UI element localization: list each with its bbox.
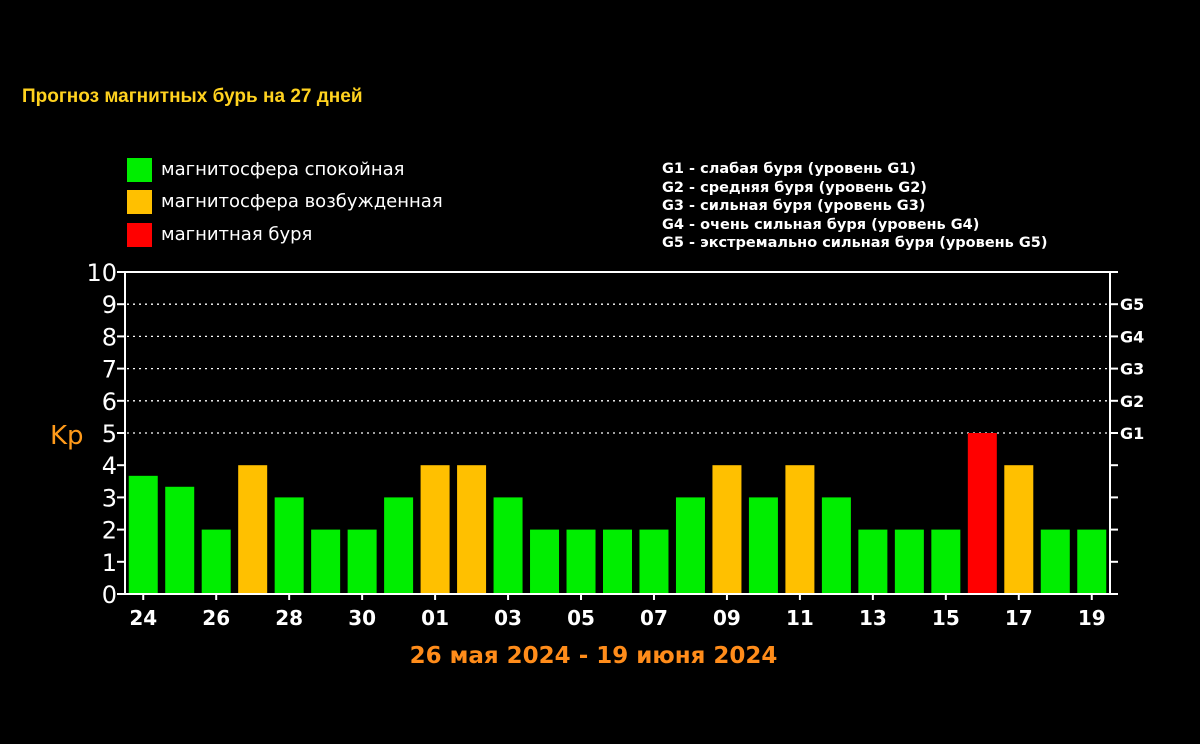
bar: [1040, 529, 1070, 594]
bar: [311, 529, 341, 594]
y-tick-label: 6: [102, 388, 117, 416]
bar: [201, 529, 231, 594]
x-tick-label: 26: [202, 606, 230, 630]
bar: [748, 497, 778, 594]
y-tick-label: 3: [102, 484, 117, 512]
bar: [712, 465, 742, 594]
legend-swatch-quiet: [127, 158, 152, 182]
storm-level-g2: G2 - средняя буря (уровень G2): [662, 179, 927, 196]
x-tick-label: 07: [640, 606, 668, 630]
y-tick-label: 7: [102, 356, 117, 384]
x-tick-label: 24: [129, 606, 157, 630]
legend-label-storm: магнитная буря: [161, 224, 313, 245]
y-tick-label: 5: [102, 420, 117, 448]
y-tick-label: 4: [102, 452, 117, 480]
x-tick-label: 11: [786, 606, 814, 630]
x-tick-label: 15: [932, 606, 960, 630]
y-axis-label: Kp: [50, 421, 84, 451]
bar: [530, 529, 560, 594]
plot-frame: [124, 271, 1111, 595]
storm-level-g5: G5 - экстремально сильная буря (уровень …: [662, 235, 1048, 251]
bar: [1077, 529, 1107, 594]
storm-level-g3: G3 - сильная буря (уровень G3): [662, 198, 926, 214]
y-tick-label: 1: [102, 549, 117, 577]
bar: [420, 465, 450, 594]
x-tick-label: 19: [1078, 606, 1106, 630]
bar: [603, 529, 632, 594]
date-range: 26 мая 2024 - 19 июня 2024: [409, 643, 778, 669]
bar: [785, 465, 815, 594]
storm-level-tick-g2: G2: [1120, 392, 1144, 411]
bar: [493, 497, 523, 594]
x-tick-label: 03: [494, 606, 522, 630]
legend-swatch-storm: [127, 223, 152, 247]
bar: [858, 529, 888, 594]
y-tick-label: 9: [102, 291, 117, 319]
bar: [967, 433, 997, 594]
x-tick-label: 09: [713, 606, 741, 630]
bar: [821, 497, 851, 594]
bar: [639, 529, 669, 594]
y-tick-label: 10: [86, 259, 117, 287]
x-tick-label: 17: [1005, 606, 1033, 630]
storm-level-g4: G4 - очень сильная буря (уровень G4): [662, 216, 980, 233]
chart-title: Прогноз магнитных бурь на 27 дней: [22, 86, 363, 107]
bar: [384, 497, 414, 594]
x-tick-label: 05: [567, 606, 595, 630]
bar: [347, 529, 377, 594]
storm-level-tick-g4: G4: [1120, 327, 1144, 346]
y-tick-label: 0: [102, 581, 117, 609]
storm-level-tick-g5: G5: [1120, 295, 1144, 314]
x-tick-label: 28: [275, 606, 303, 630]
x-tick-label: 01: [421, 606, 449, 630]
bar: [457, 465, 487, 594]
bar: [675, 497, 705, 594]
legend-label-quiet: магнитосфера спокойная: [161, 159, 405, 180]
bar: [894, 529, 924, 594]
y-tick-label: 2: [102, 517, 117, 545]
bar: [1004, 465, 1034, 594]
bar: [165, 486, 195, 594]
storm-level-tick-g3: G3: [1120, 360, 1144, 379]
legend-swatch-active: [127, 190, 152, 214]
bar: [238, 465, 268, 594]
storm-level-tick-g1: G1: [1120, 424, 1144, 443]
legend-label-active: магнитосфера возбужденная: [161, 191, 443, 212]
bar: [566, 529, 596, 594]
bar: [274, 497, 304, 594]
bar: [931, 529, 961, 594]
storm-level-g1: G1 - слабая буря (уровень G1): [662, 161, 916, 177]
x-tick-label: 30: [348, 606, 376, 630]
y-tick-label: 8: [102, 323, 117, 351]
bar: [128, 475, 158, 594]
x-tick-label: 13: [859, 606, 887, 630]
